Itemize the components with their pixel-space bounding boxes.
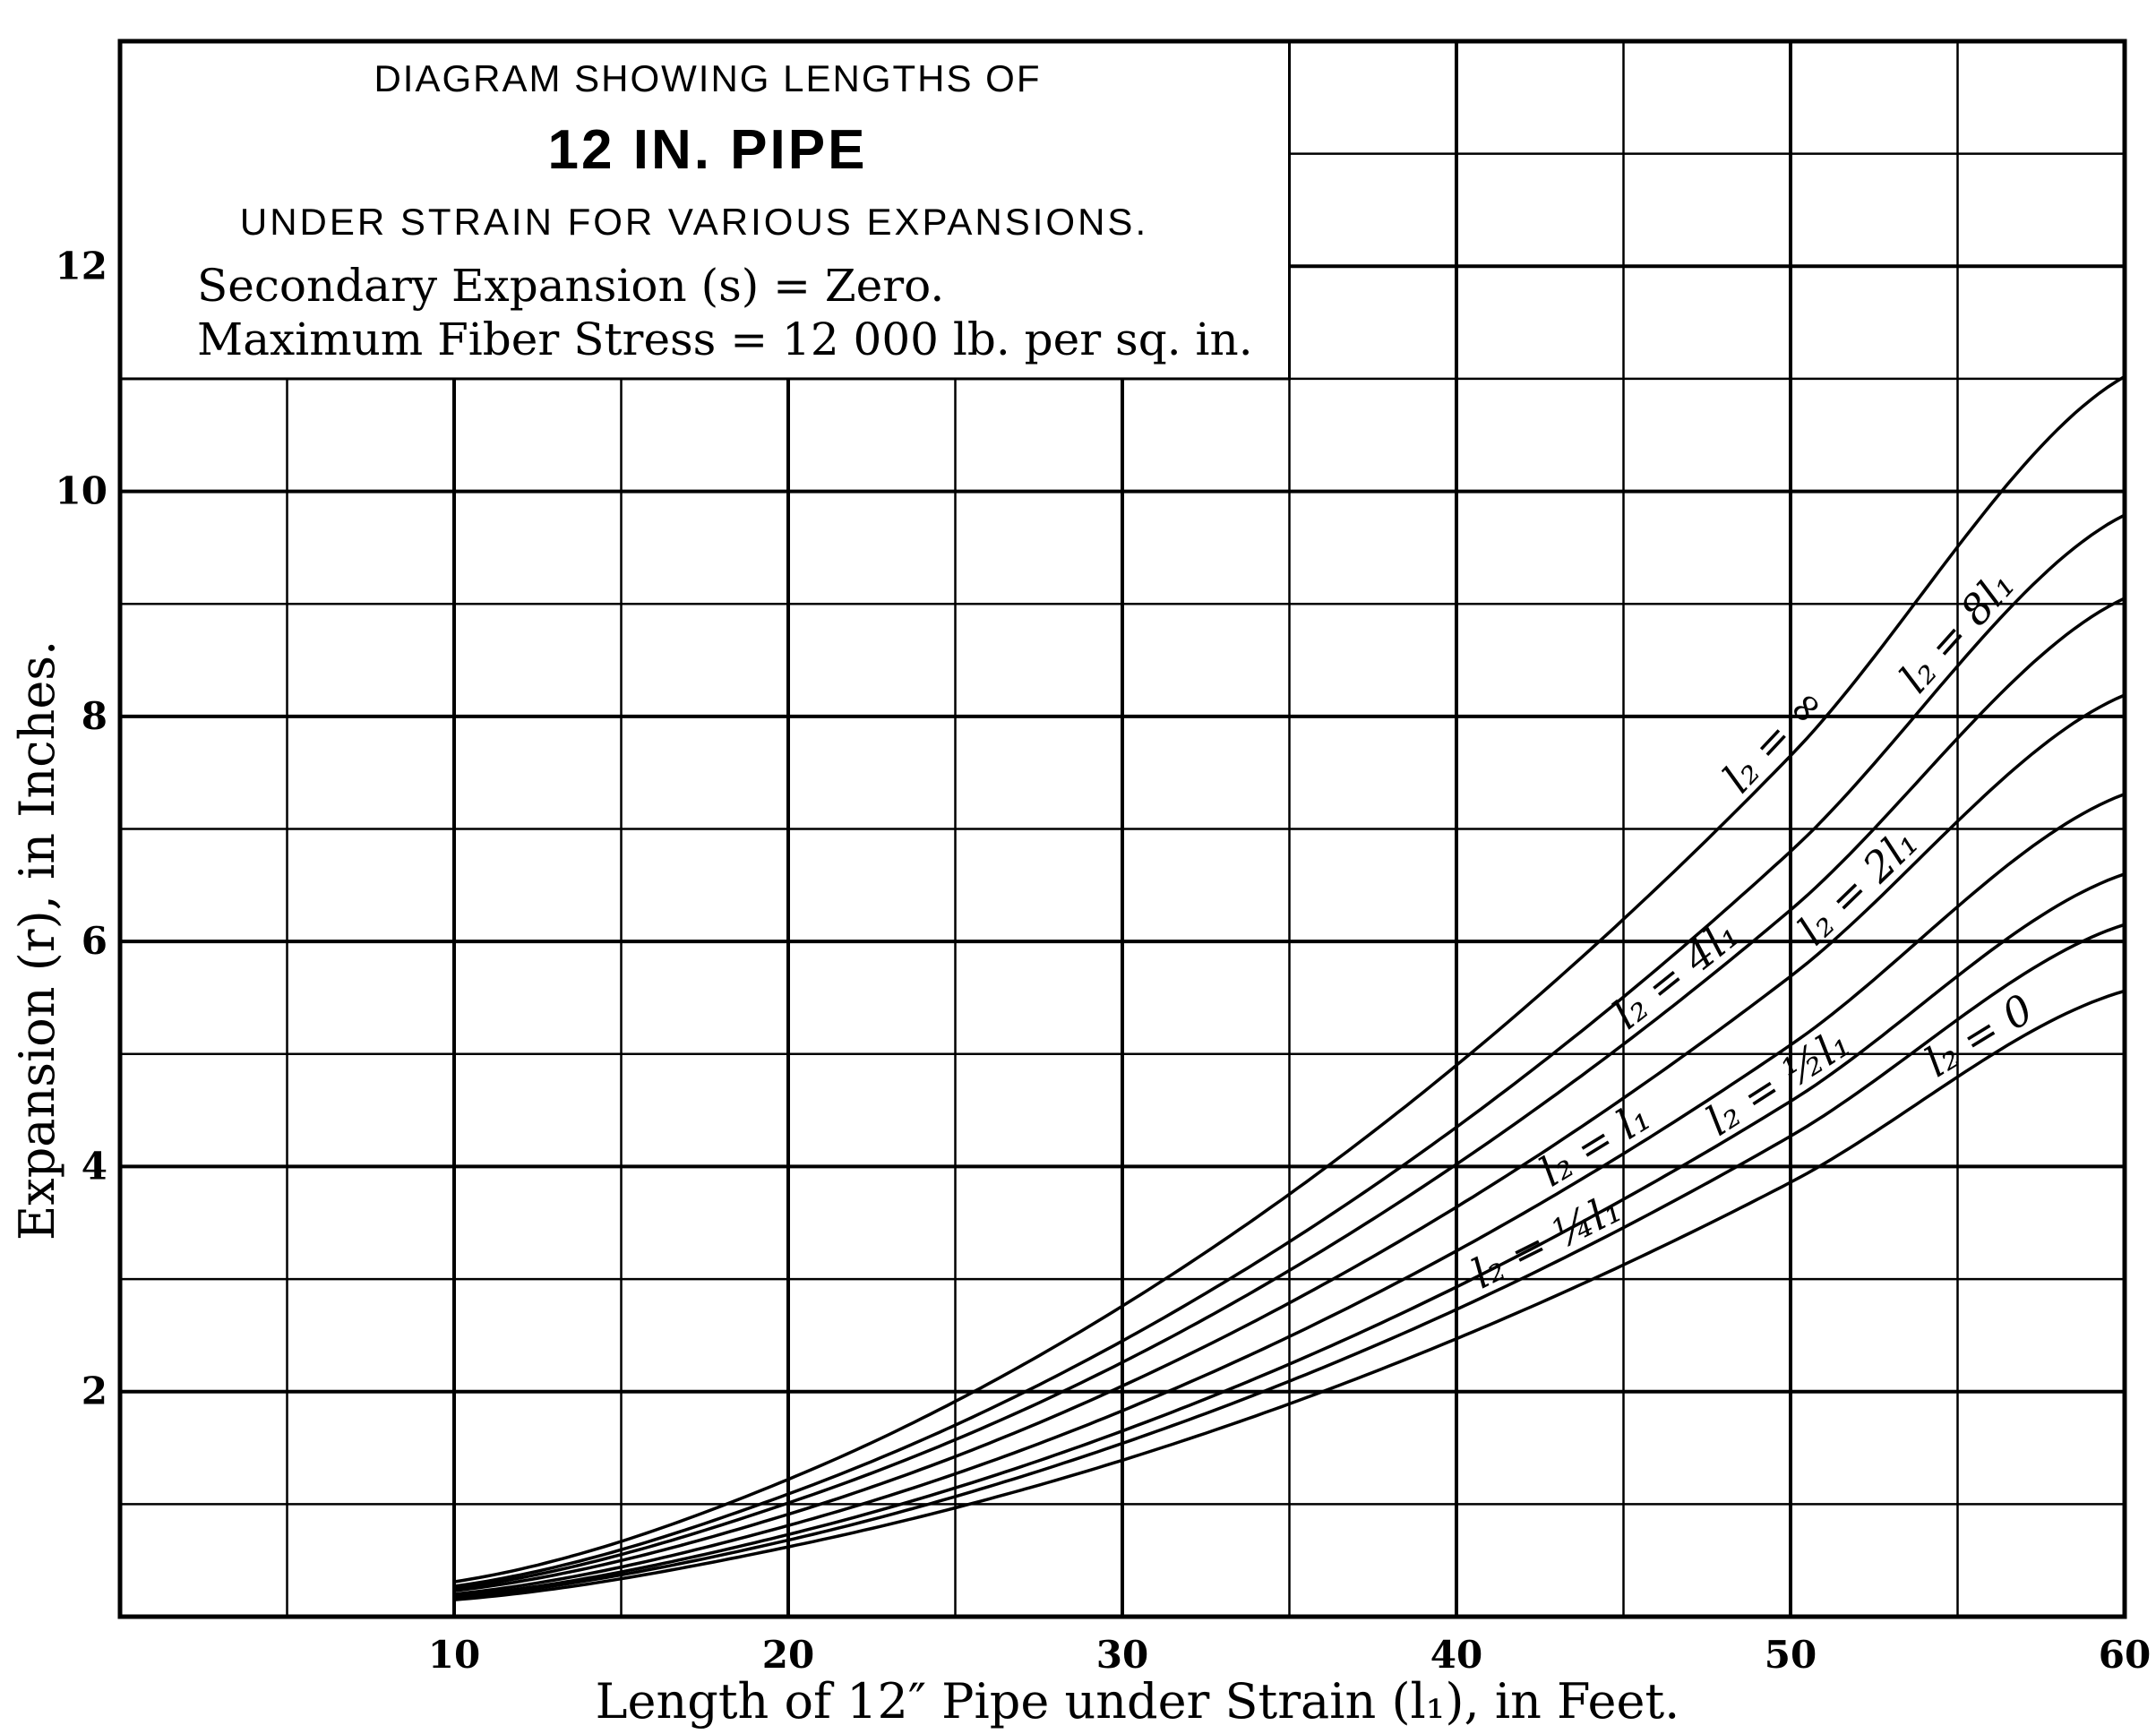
series-line [453,792,2126,1596]
y-tick-label: 6 [82,919,107,963]
x-tick-label: 10 [428,1633,480,1677]
series-line [453,374,2126,1584]
x-tick-labels: 10 20 30 40 50 60 [428,1633,2151,1677]
x-axis-label: Length of 12″ Pipe under Strain (l₁), in… [596,1673,1680,1730]
title-line-3: UNDER STRAIN FOR VARIOUS EXPANSIONS. [240,201,1148,243]
series-line [453,513,2126,1588]
series-label: l₂ = 4l₁ [1603,909,1748,1038]
y-tick-label: 10 [56,469,107,513]
series-label: l₂ = 2l₁ [1789,818,1928,954]
series-label: l₂ = ½l₁ [1697,1018,1859,1146]
x-tick-label: 20 [762,1633,814,1677]
series-label: l₂ = l₁ [1531,1092,1659,1196]
title-box-background [120,41,1290,379]
x-tick-label: 50 [1765,1633,1817,1677]
title-line-1: DIAGRAM SHOWING LENGTHS OF [374,57,1041,99]
y-tick-label: 4 [82,1144,107,1188]
title-line-4: Secondary Expansion (s) = Zero. [197,260,944,312]
y-tick-label: 8 [82,694,107,738]
title-box: DIAGRAM SHOWING LENGTHS OF 12 IN. PIPE U… [118,39,1291,381]
title-line-5: Maximum Fiber Stress = 12 000 lb. per sq… [197,313,1253,365]
y-tick-labels: 2 4 6 8 10 12 [56,244,107,1412]
series-line [453,693,2126,1592]
series-label: l₂ = 0 [1917,984,2041,1086]
series-line [453,872,2126,1599]
curves [453,374,2126,1601]
y-tick-label: 2 [82,1369,107,1413]
plot-frame [117,39,2127,1619]
x-tick-label: 30 [1096,1633,1148,1677]
x-tick-label: 40 [1430,1633,1482,1677]
title-line-2: 12 IN. PIPE [548,119,868,181]
y-tick-label: 12 [56,244,107,288]
series-label: l₂ = ∞ [1714,678,1834,803]
series-line [453,989,2126,1601]
y-axis-label: Expansion (r), in Inches. [9,640,65,1240]
series-line [453,923,2126,1600]
x-tick-label: 60 [2099,1633,2151,1677]
series-line [453,597,2126,1591]
